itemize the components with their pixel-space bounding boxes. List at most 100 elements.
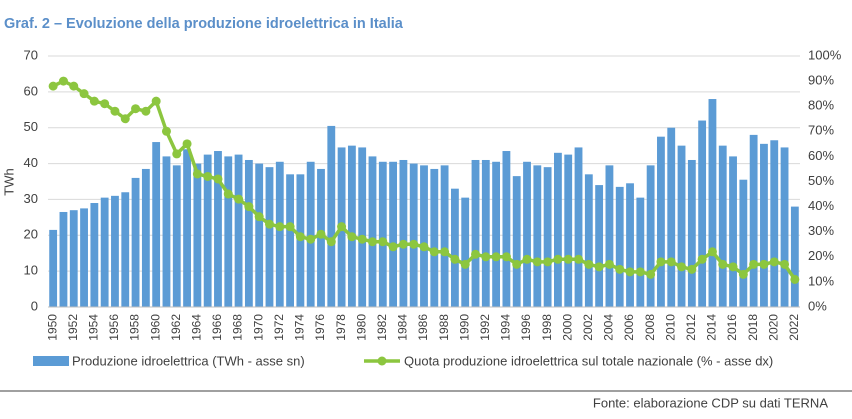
bar (234, 154, 243, 307)
x-tick-label: 1974 (293, 314, 307, 341)
line-marker (388, 242, 398, 252)
bar (461, 197, 470, 307)
bar (244, 159, 253, 307)
line-marker (532, 257, 542, 267)
bar (389, 161, 398, 307)
line-marker (543, 257, 553, 267)
line-marker (749, 259, 759, 269)
x-tick-label: 2008 (643, 314, 657, 341)
bar (533, 165, 542, 307)
line-marker (460, 259, 470, 269)
bar (327, 125, 336, 308)
x-tick-label: 1980 (354, 314, 368, 341)
line-marker (728, 262, 738, 272)
bar (399, 159, 408, 307)
x-tick-label: 2012 (684, 314, 698, 341)
bar (224, 156, 233, 307)
bar (420, 165, 428, 307)
line-marker (790, 274, 800, 284)
y2-tick-label: 30% (808, 223, 834, 238)
x-tick-label: 1950 (45, 314, 59, 341)
line-marker (100, 99, 110, 109)
bar (780, 147, 789, 307)
line-marker (367, 237, 377, 247)
bar (554, 152, 562, 307)
bar (667, 127, 676, 307)
bar (152, 142, 161, 307)
line-marker (646, 269, 656, 279)
bar (141, 168, 150, 307)
bar (564, 154, 573, 307)
bar (492, 161, 501, 307)
bar (306, 161, 315, 307)
bar (605, 165, 614, 307)
line-marker (429, 247, 439, 257)
y2-tick-label: 80% (808, 98, 834, 113)
x-tick-label: 1994 (499, 314, 513, 341)
line-marker (615, 264, 625, 274)
bar (131, 177, 140, 307)
bar (49, 229, 58, 307)
bar (172, 165, 181, 307)
x-tick-label: 2006 (622, 314, 636, 341)
bar (584, 174, 593, 307)
line-marker (697, 254, 707, 264)
line-marker (223, 189, 233, 199)
line-marker (574, 254, 584, 264)
line-marker (110, 106, 120, 116)
x-tick-label: 1988 (437, 314, 451, 341)
line-marker (120, 114, 130, 124)
x-tick-label: 2018 (746, 314, 760, 341)
line-marker (244, 202, 254, 212)
line-marker (285, 222, 295, 232)
line-marker (141, 106, 151, 116)
x-tick-label: 1954 (87, 314, 101, 341)
line-marker (192, 169, 202, 179)
y-tick-label: 10 (24, 263, 38, 278)
bar (646, 165, 655, 307)
line-marker (666, 257, 676, 267)
x-tick-label: 1960 (148, 314, 162, 341)
y-tick-label: 30 (24, 191, 38, 206)
line-marker (316, 229, 326, 239)
bar (162, 156, 171, 307)
y-tick-label: 60 (24, 83, 38, 98)
line-marker (337, 222, 347, 232)
bar (450, 188, 459, 307)
line-marker (501, 252, 511, 262)
line-marker (203, 171, 213, 181)
x-tick-label: 1992 (478, 314, 492, 341)
bar (358, 147, 367, 307)
bar (265, 167, 274, 307)
line-marker (604, 259, 614, 269)
line-marker (512, 259, 522, 269)
line-marker (347, 232, 357, 242)
bar (502, 151, 511, 307)
bar (718, 145, 727, 307)
bar (214, 151, 222, 307)
x-tick-label: 1962 (169, 314, 183, 341)
bar (729, 156, 737, 307)
line-marker (780, 259, 790, 269)
x-tick-label: 2020 (766, 314, 780, 341)
bar (595, 185, 604, 307)
line-marker (264, 219, 274, 229)
line-marker (522, 254, 532, 264)
line-marker (69, 81, 79, 91)
x-tick-label: 1984 (396, 314, 410, 341)
source: Fonte: elaborazione CDP su dati TERNA (593, 395, 828, 410)
x-tick-label: 1964 (190, 314, 204, 341)
chart-title: Graf. 2 – Evoluzione della produzione id… (4, 16, 404, 32)
x-tick-label: 1976 (313, 314, 327, 341)
x-tick-label: 2002 (581, 314, 595, 341)
line-marker (707, 247, 717, 257)
bar (790, 206, 799, 307)
bar (430, 168, 439, 307)
x-tick-label: 2000 (560, 314, 574, 341)
line-marker (677, 262, 687, 272)
line-marker (450, 254, 460, 264)
bar (183, 149, 191, 307)
bar (193, 163, 202, 307)
y-tick-label: 50 (24, 119, 38, 134)
bar (90, 203, 99, 307)
